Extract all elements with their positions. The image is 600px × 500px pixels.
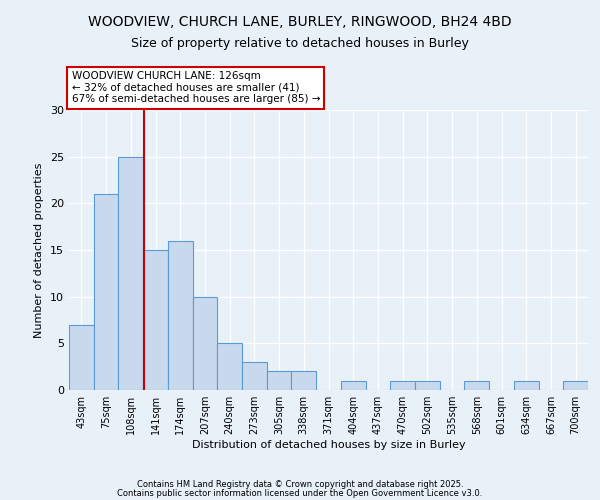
Bar	[168, 240, 193, 390]
Bar	[69, 324, 94, 390]
Text: Contains HM Land Registry data © Crown copyright and database right 2025.: Contains HM Land Registry data © Crown c…	[137, 480, 463, 489]
Bar	[415, 380, 440, 390]
Bar	[390, 380, 415, 390]
Bar	[217, 344, 242, 390]
Bar	[193, 296, 217, 390]
Bar	[464, 380, 489, 390]
Text: Contains public sector information licensed under the Open Government Licence v3: Contains public sector information licen…	[118, 489, 482, 498]
X-axis label: Distribution of detached houses by size in Burley: Distribution of detached houses by size …	[191, 440, 466, 450]
Bar	[341, 380, 365, 390]
Bar	[292, 372, 316, 390]
Bar	[94, 194, 118, 390]
Bar	[514, 380, 539, 390]
Bar	[242, 362, 267, 390]
Text: WOODVIEW CHURCH LANE: 126sqm
← 32% of detached houses are smaller (41)
67% of se: WOODVIEW CHURCH LANE: 126sqm ← 32% of de…	[71, 71, 320, 104]
Text: WOODVIEW, CHURCH LANE, BURLEY, RINGWOOD, BH24 4BD: WOODVIEW, CHURCH LANE, BURLEY, RINGWOOD,…	[88, 15, 512, 29]
Bar	[267, 372, 292, 390]
Bar	[143, 250, 168, 390]
Bar	[118, 156, 143, 390]
Bar	[563, 380, 588, 390]
Y-axis label: Number of detached properties: Number of detached properties	[34, 162, 44, 338]
Text: Size of property relative to detached houses in Burley: Size of property relative to detached ho…	[131, 38, 469, 51]
